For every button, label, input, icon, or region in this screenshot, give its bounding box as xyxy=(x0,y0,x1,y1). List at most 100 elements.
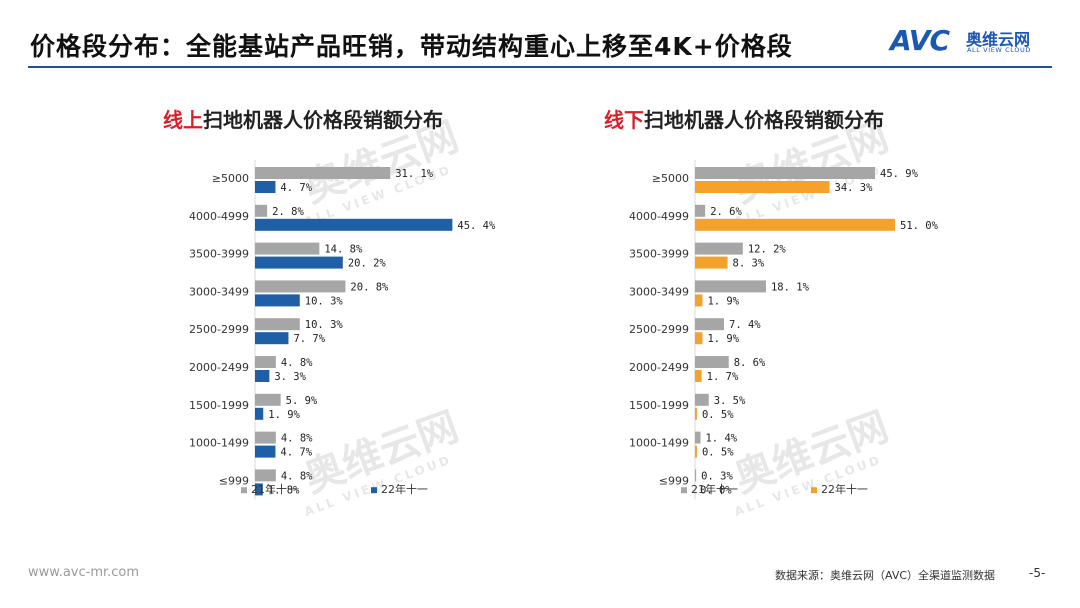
bar-series1 xyxy=(695,318,725,331)
data-label: 0. 5% xyxy=(702,447,734,459)
data-label: 14. 8% xyxy=(324,244,363,256)
legend-label: 21年十一 xyxy=(691,482,738,496)
bar-series2 xyxy=(255,445,276,458)
bar-series1 xyxy=(255,167,391,179)
legend-swatch xyxy=(811,487,817,494)
data-label: 8. 6% xyxy=(734,357,766,369)
data-label: 51. 0% xyxy=(900,220,939,232)
bar-series2 xyxy=(255,332,289,345)
data-label: 3. 5% xyxy=(714,395,746,407)
category-tick-label: 2000-2499 xyxy=(189,361,249,374)
logo-en-name: ALL VIEW CLOUD xyxy=(967,46,1031,54)
data-label: 1. 4% xyxy=(705,433,737,445)
bar-series1 xyxy=(695,280,766,293)
bar-series2 xyxy=(695,218,895,231)
category-tick-label: 2500-2999 xyxy=(189,323,249,336)
data-label: 7. 4% xyxy=(729,319,761,331)
category-tick-label: 3000-3499 xyxy=(189,285,249,298)
bar-series1 xyxy=(255,469,276,482)
legend-label: 22年十一 xyxy=(381,482,428,496)
data-label: 4. 7% xyxy=(280,182,312,194)
category-tick-label: 2000-2499 xyxy=(629,361,689,374)
bar-series2 xyxy=(255,294,300,307)
data-label: 20. 2% xyxy=(348,258,387,270)
category-tick-label: 3000-3499 xyxy=(629,285,689,298)
bar-series1 xyxy=(695,167,875,179)
page-number: -5- xyxy=(1029,566,1046,580)
title-divider xyxy=(28,66,1052,68)
data-label: 18. 1% xyxy=(771,281,810,293)
data-label: 1. 9% xyxy=(707,333,739,345)
data-label: 3. 3% xyxy=(274,371,306,383)
category-tick-label: ≤999 xyxy=(659,474,689,487)
data-label: 8. 3% xyxy=(733,258,765,270)
data-label: 5. 9% xyxy=(286,395,318,407)
bar-series1 xyxy=(255,242,320,255)
bar-series1 xyxy=(695,469,697,482)
chart-online-svg: ≥5000 31. 1% 4. 7% 4000-4999 2. 8% 45. 4% 3500… xyxy=(189,160,496,500)
chart-online-price-segments: ≥5000 31. 1% 4. 7% 4000-4999 2. 8% 45. 4% 3500… xyxy=(160,160,600,540)
bar-series2 xyxy=(695,407,697,420)
data-label: 4. 8% xyxy=(281,433,313,445)
legend-label: 21年十一 xyxy=(251,482,298,496)
bar-series1 xyxy=(695,431,701,444)
data-label: 0. 5% xyxy=(702,409,734,421)
bar-series1 xyxy=(255,431,276,444)
bar-series2 xyxy=(255,218,453,231)
category-tick-label: 3500-3999 xyxy=(629,248,689,261)
logo-cn-name: 奥维云网 xyxy=(966,30,1031,49)
data-label: 10. 3% xyxy=(305,295,344,307)
category-tick-label: 1500-1999 xyxy=(189,399,249,412)
bar-series1 xyxy=(695,393,709,406)
data-label: 12. 2% xyxy=(748,244,787,256)
bar-series2 xyxy=(255,256,343,269)
chart-title-offline: 线下扫地机器人价格段销额分布 xyxy=(604,104,884,133)
data-label: 45. 4% xyxy=(457,220,496,232)
category-tick-label: 1000-1499 xyxy=(189,437,249,450)
data-label: 2. 8% xyxy=(272,206,304,218)
chart-title-text: 扫地机器人价格段销额分布 xyxy=(203,108,443,132)
chart-title-text: 扫地机器人价格段销额分布 xyxy=(644,108,884,132)
data-label: 34. 3% xyxy=(835,182,874,194)
chart-offline-price-segments: ≥5000 45. 9% 34. 3% 4000-4999 2. 6% 51. 0% 350… xyxy=(600,160,1040,540)
bar-series2 xyxy=(695,370,702,382)
bar-series1 xyxy=(255,204,268,217)
data-label: 45. 9% xyxy=(880,168,919,180)
bar-series2 xyxy=(695,294,703,307)
bar-series2 xyxy=(255,370,270,382)
bar-series2 xyxy=(695,181,830,193)
bar-series2 xyxy=(695,445,697,458)
chart-title-highlight: 线下 xyxy=(604,108,644,132)
logo-brand: AVC xyxy=(890,24,950,57)
category-tick-label: 4000-4999 xyxy=(189,210,249,223)
bar-series1 xyxy=(695,204,706,217)
data-label: 4. 7% xyxy=(280,447,312,459)
data-label: 10. 3% xyxy=(305,319,344,331)
bar-series1 xyxy=(255,393,281,406)
data-label: 1. 7% xyxy=(707,371,739,383)
chart-title-online: 线上扫地机器人价格段销额分布 xyxy=(163,104,443,133)
legend-swatch xyxy=(241,487,247,494)
data-label: 1. 9% xyxy=(707,295,739,307)
legend-swatch xyxy=(681,487,687,494)
bar-series2 xyxy=(255,181,276,193)
data-label: 20. 8% xyxy=(350,281,389,293)
data-label: 4. 8% xyxy=(281,357,313,369)
category-tick-label: ≤999 xyxy=(219,474,249,487)
data-label: 31. 1% xyxy=(395,168,434,180)
category-tick-label: ≥5000 xyxy=(652,172,689,185)
data-label: 0. 3% xyxy=(701,470,733,482)
data-label: 2. 6% xyxy=(710,206,742,218)
bar-series2 xyxy=(255,483,263,496)
data-label: 1. 9% xyxy=(268,409,300,421)
bar-series2 xyxy=(695,256,728,269)
data-label: 1. 8% xyxy=(268,484,300,496)
bar-series1 xyxy=(695,242,743,255)
category-tick-label: 3500-3999 xyxy=(189,248,249,261)
chart-title-highlight: 线上 xyxy=(163,108,203,132)
chart-offline-svg: ≥5000 45. 9% 34. 3% 4000-4999 2. 6% 51. 0% 350… xyxy=(629,160,939,500)
data-label: 7. 7% xyxy=(293,333,325,345)
bar-series1 xyxy=(255,356,276,368)
data-label: 4. 8% xyxy=(281,470,313,482)
bar-series2 xyxy=(695,332,703,345)
